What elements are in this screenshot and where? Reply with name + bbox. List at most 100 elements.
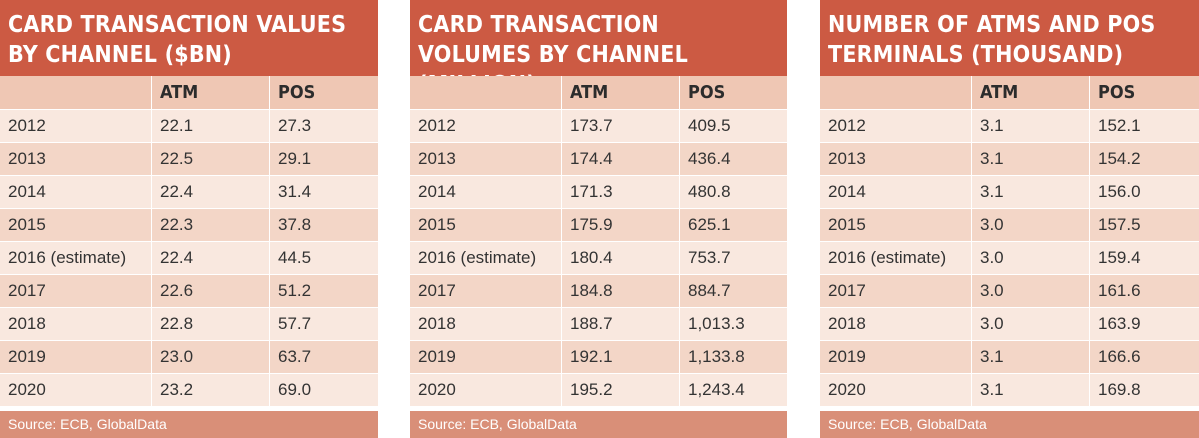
atm-cell: 3.1 (972, 176, 1090, 208)
pos-cell: 166.6 (1098, 347, 1141, 366)
atm-cell: 22.3 (152, 209, 270, 241)
pos-cell: 51.2 (278, 281, 312, 300)
table-row: 2015 175.9 625.1 (410, 209, 787, 242)
table-row: 2018 188.7 1,013.3 (410, 308, 787, 341)
table-panel-1: CARD TRANSACTION VALUES BY CHANNEL ($BN)… (0, 0, 378, 438)
table-row: 2017 3.0 161.6 (820, 275, 1199, 308)
source-note: Source: ECB, GlobalData (410, 411, 787, 438)
pos-cell: 29.1 (278, 149, 312, 168)
pos-cell: 1,243.4 (688, 380, 745, 399)
year-cell: 2015 (820, 209, 972, 241)
pos-cell: 480.8 (688, 182, 731, 201)
year-cell: 2018 (820, 308, 972, 340)
year-cell: 2013 (820, 143, 972, 175)
atm-cell: 184.8 (562, 275, 680, 307)
year-cell: 2017 (410, 275, 562, 307)
table-row: 2014 171.3 480.8 (410, 176, 787, 209)
table-row: 2012 173.7 409.5 (410, 110, 787, 143)
year-cell: 2019 (410, 341, 562, 373)
year-cell: 2018 (0, 308, 152, 340)
header-cell-pos: POS (278, 82, 316, 103)
header-cell-atm: ATM (972, 76, 1090, 109)
table-row: 2012 22.1 27.3 (0, 110, 378, 143)
source-note: Source: ECB, GlobalData (0, 411, 378, 438)
table-header-row: ATM POS (410, 76, 787, 110)
year-cell: 2015 (410, 209, 562, 241)
pos-cell: 436.4 (688, 149, 731, 168)
atm-cell: 188.7 (562, 308, 680, 340)
pos-cell: 884.7 (688, 281, 731, 300)
table-row: 2019 23.0 63.7 (0, 341, 378, 374)
header-cell-year (820, 76, 972, 109)
table-row: 2020 195.2 1,243.4 (410, 374, 787, 407)
pos-cell: 31.4 (278, 182, 312, 201)
atm-cell: 171.3 (562, 176, 680, 208)
table-panel-2: CARD TRANSACTION VOLUMES BY CHANNEL (MIL… (410, 0, 787, 438)
year-cell: 2015 (0, 209, 152, 241)
table-row: 2013 174.4 436.4 (410, 143, 787, 176)
atm-cell: 180.4 (562, 242, 680, 274)
atm-cell: 22.1 (152, 110, 270, 142)
year-cell: 2020 (410, 374, 562, 406)
table-row: 2018 3.0 163.9 (820, 308, 1199, 341)
pos-cell: 63.7 (278, 347, 312, 366)
pos-cell: 1,133.8 (688, 347, 745, 366)
atm-cell: 22.6 (152, 275, 270, 307)
table-row: 2013 3.1 154.2 (820, 143, 1199, 176)
year-cell: 2014 (0, 176, 152, 208)
atm-cell: 23.0 (152, 341, 270, 373)
atm-cell: 22.4 (152, 176, 270, 208)
table-title: NUMBER OF ATMS AND POS TERMINALS (THOUSA… (820, 0, 1199, 76)
atm-cell: 3.0 (972, 209, 1090, 241)
table-row: 2012 3.1 152.1 (820, 110, 1199, 143)
atm-cell: 22.5 (152, 143, 270, 175)
table-row: 2017 184.8 884.7 (410, 275, 787, 308)
header-cell-atm: ATM (562, 76, 680, 109)
pos-cell: 152.1 (1098, 116, 1141, 135)
table-row: 2015 3.0 157.5 (820, 209, 1199, 242)
year-cell: 2020 (0, 374, 152, 406)
year-cell: 2014 (820, 176, 972, 208)
table-row: 2014 22.4 31.4 (0, 176, 378, 209)
table-row: 2015 22.3 37.8 (0, 209, 378, 242)
pos-cell: 161.6 (1098, 281, 1141, 300)
table-header-row: ATM POS (820, 76, 1199, 110)
table-row: 2018 22.8 57.7 (0, 308, 378, 341)
source-note: Source: ECB, GlobalData (820, 411, 1199, 438)
pos-cell: 163.9 (1098, 314, 1141, 333)
atm-cell: 3.1 (972, 110, 1090, 142)
atm-cell: 192.1 (562, 341, 680, 373)
year-cell: 2017 (0, 275, 152, 307)
atm-cell: 22.4 (152, 242, 270, 274)
pos-cell: 27.3 (278, 116, 312, 135)
atm-cell: 3.1 (972, 341, 1090, 373)
table-row: 2016 (estimate) 22.4 44.5 (0, 242, 378, 275)
year-cell: 2012 (410, 110, 562, 142)
table-row: 2016 (estimate) 180.4 753.7 (410, 242, 787, 275)
year-cell: 2016 (estimate) (410, 242, 562, 274)
atm-cell: 23.2 (152, 374, 270, 406)
atm-cell: 3.0 (972, 275, 1090, 307)
table-row: 2019 3.1 166.6 (820, 341, 1199, 374)
atm-cell: 3.1 (972, 143, 1090, 175)
table-row: 2019 192.1 1,133.8 (410, 341, 787, 374)
year-cell: 2019 (820, 341, 972, 373)
table-title: CARD TRANSACTION VOLUMES BY CHANNEL (MIL… (410, 0, 787, 98)
pos-cell: 44.5 (278, 248, 312, 267)
pos-cell: 625.1 (688, 215, 731, 234)
table-row: 2020 3.1 169.8 (820, 374, 1199, 407)
year-cell: 2019 (0, 341, 152, 373)
header-cell-year (0, 76, 152, 109)
year-cell: 2020 (820, 374, 972, 406)
data-table: ATM POS 2012 3.1 152.1 2013 3.1 154.2 2014 3.1 156… (820, 76, 1199, 407)
pos-cell: 154.2 (1098, 149, 1141, 168)
header-cell-year (410, 76, 562, 109)
year-cell: 2017 (820, 275, 972, 307)
atm-cell: 3.0 (972, 308, 1090, 340)
year-cell: 2012 (0, 110, 152, 142)
table-row: 2014 3.1 156.0 (820, 176, 1199, 209)
atm-cell: 3.1 (972, 374, 1090, 406)
atm-cell: 195.2 (562, 374, 680, 406)
header-cell-pos: POS (1098, 82, 1136, 103)
year-cell: 2012 (820, 110, 972, 142)
